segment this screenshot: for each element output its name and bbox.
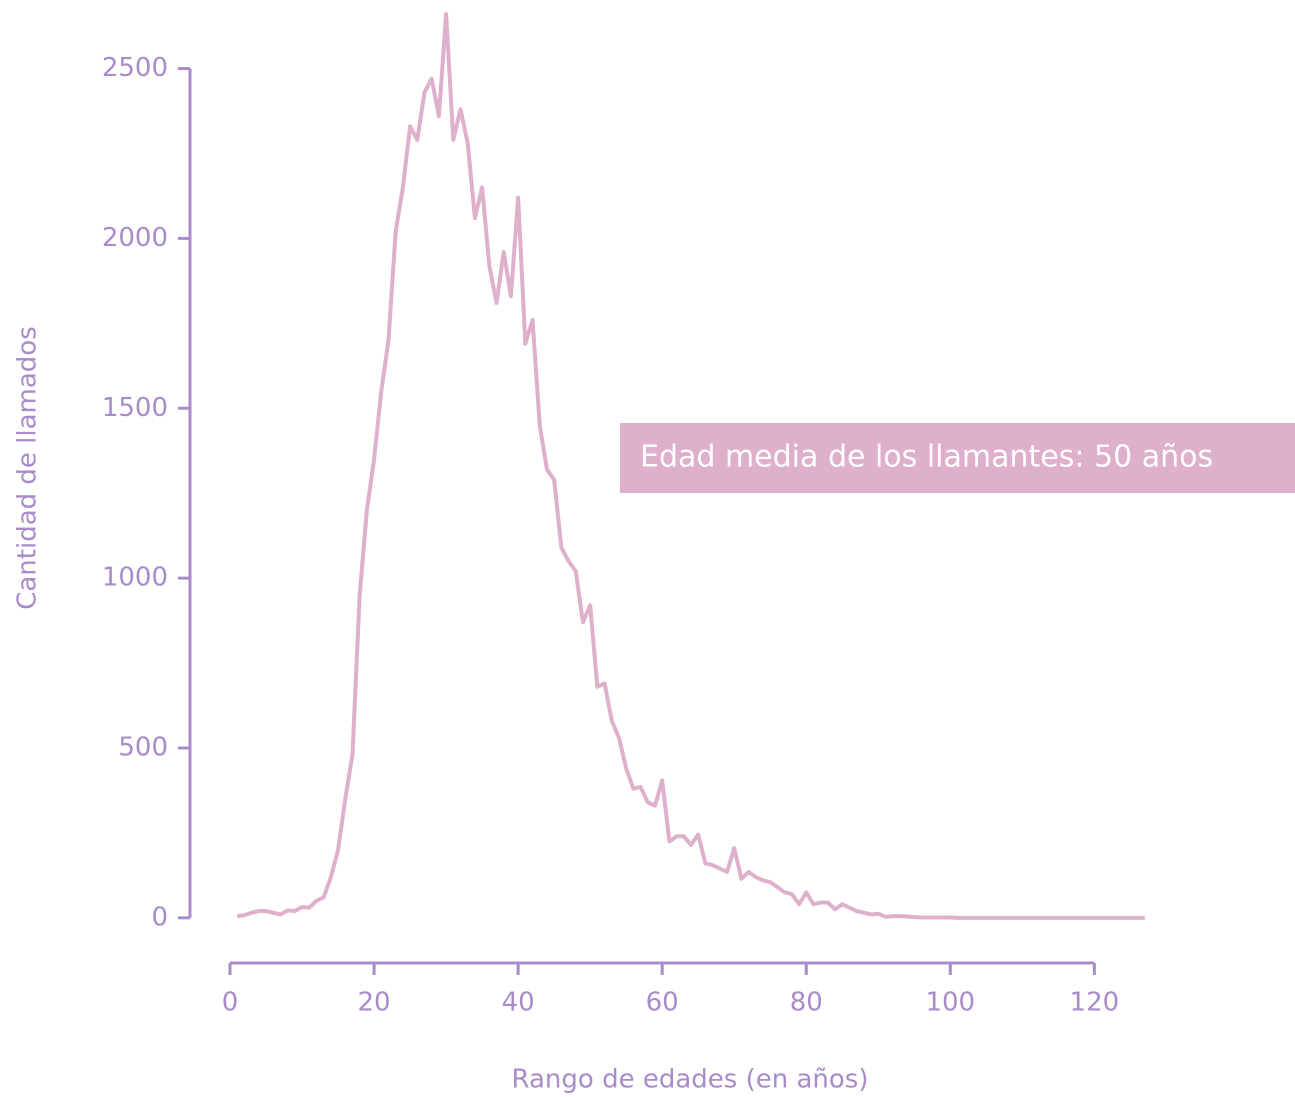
y-tick-label: 500	[118, 732, 168, 762]
annotation: Edad media de los llamantes: 50 años	[640, 440, 1213, 475]
line-series	[236, 12, 1145, 920]
y-tick-label: 2000	[102, 223, 168, 253]
y-tick-label: 1500	[102, 393, 168, 423]
x-tick-label: 0	[222, 988, 239, 1018]
x-axis-label: Rango de edades (en años)	[512, 1065, 869, 1095]
y-tick-label: 0	[151, 902, 168, 932]
x-tick-label: 80	[790, 988, 823, 1018]
y-axis-label: Cantidad de llamados	[13, 326, 43, 610]
annotation-box	[620, 423, 1295, 493]
x-tick-label: 100	[925, 988, 975, 1018]
x-tick-label: 120	[1070, 988, 1120, 1018]
y-tick-label: 1000	[102, 563, 168, 593]
x-tick-label: 40	[502, 988, 535, 1018]
x-tick-label: 20	[358, 988, 391, 1018]
y-tick-label: 2500	[102, 53, 168, 83]
x-tick-label: 60	[646, 988, 679, 1018]
